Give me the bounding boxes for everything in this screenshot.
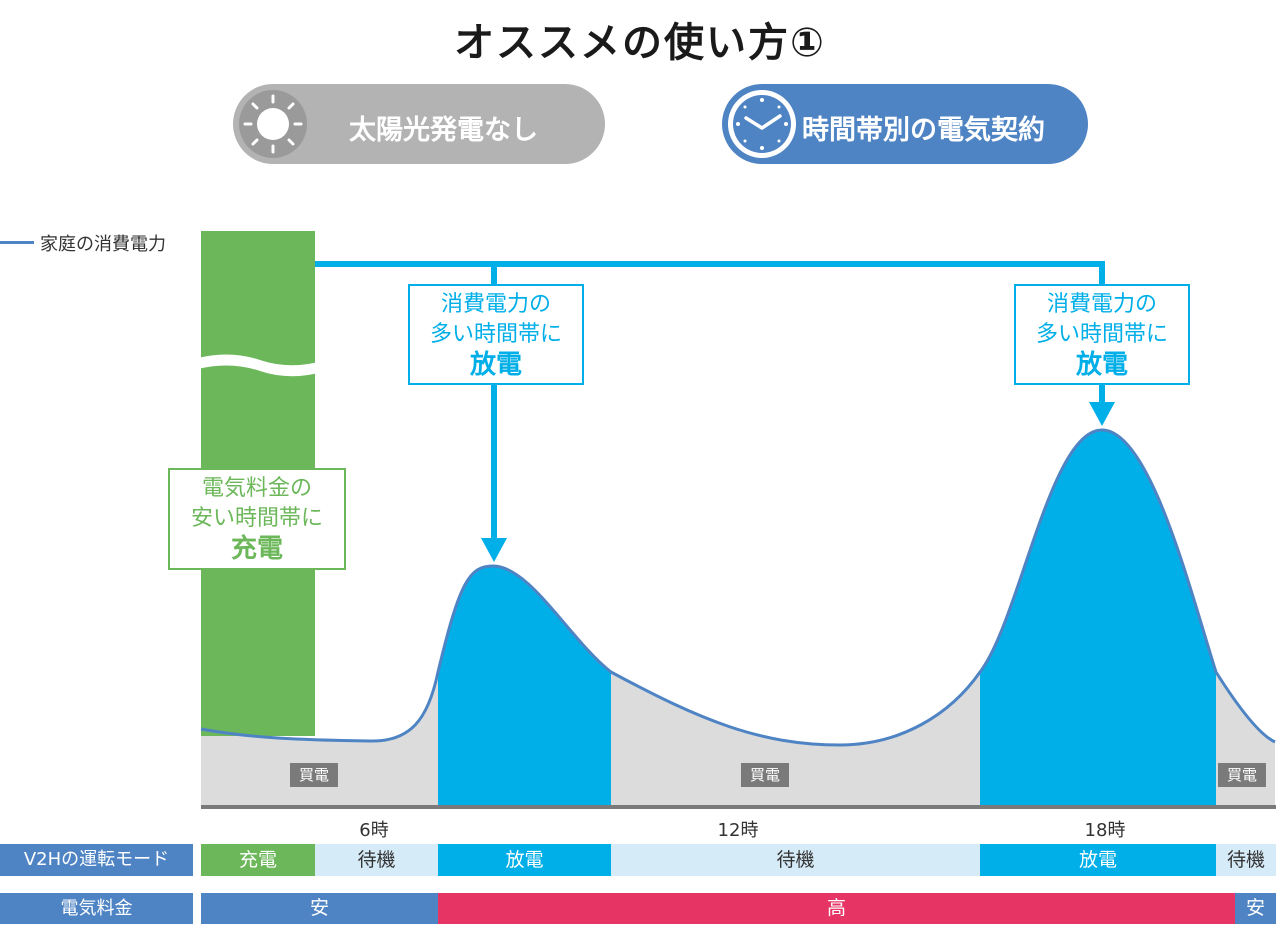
- discharge-callout-emphasis: 放電: [469, 350, 522, 380]
- tick-label-12: 12時: [717, 820, 759, 841]
- mode-segment-standby: 待機: [315, 844, 438, 876]
- price-segment-low: 安: [1235, 893, 1276, 924]
- discharge-area-evening: [980, 430, 1216, 806]
- discharge-callout-line1: 消費電力の: [1046, 292, 1157, 317]
- page-title: オススメの使い方①: [454, 20, 826, 66]
- no-solar-label: 太陽光発電なし: [349, 115, 538, 146]
- grid-purchase-area: [201, 672, 1275, 806]
- no-solar-badge: 太陽光発電なし: [233, 84, 605, 164]
- mode-row-header: V2Hの運転モード: [0, 844, 193, 876]
- legend-label: 家庭の消費電力: [40, 234, 166, 255]
- discharge-arrow-evening: [1089, 402, 1115, 426]
- mode-segment-standby: 待機: [1216, 844, 1276, 876]
- price-row-header: 電気料金: [0, 893, 193, 924]
- time-of-use-contract-label: 時間帯別の電気契約: [802, 115, 1045, 146]
- price-segment-high: 高: [438, 893, 1235, 924]
- time-of-use-contract-badge: 時間帯別の電気契約: [722, 84, 1088, 164]
- charge-callout-line2: 安い時間帯に: [190, 506, 323, 531]
- legend-line-swatch: [0, 241, 34, 244]
- discharge-callout-line2: 多い時間帯に: [1035, 322, 1168, 347]
- discharge-callout-line2: 多い時間帯に: [429, 322, 562, 347]
- discharge-callout-emphasis: 放電: [1075, 350, 1128, 380]
- discharge-connector: [315, 261, 1105, 540]
- mode-segment-charge: 充電: [201, 844, 315, 876]
- mode-segment-standby: 待機: [611, 844, 980, 876]
- discharge-area-morning: [438, 566, 611, 806]
- charge-callout-line1: 電気料金の: [201, 476, 312, 501]
- discharge-callout-line1: 消費電力の: [440, 292, 551, 317]
- grid-purchase-badge: 買電: [290, 763, 338, 787]
- grid-purchase-badge: 買電: [1218, 763, 1266, 787]
- grid-purchase-badge: 買電: [741, 763, 789, 787]
- discharge-callout-morning: 消費電力の 多い時間帯に 放電: [408, 284, 584, 385]
- price-segment-low: 安: [201, 893, 438, 924]
- mode-segment-discharge: 放電: [980, 844, 1216, 876]
- tick-label-18: 18時: [1084, 820, 1126, 841]
- demand-curve: [200, 428, 1276, 747]
- mode-segment-discharge: 放電: [438, 844, 611, 876]
- clock-icon: [728, 90, 796, 158]
- charge-callout-emphasis: 充電: [230, 534, 283, 564]
- discharge-arrow-morning: [481, 538, 507, 562]
- tick-label-6: 6時: [359, 820, 389, 841]
- axis-break-mark: [198, 354, 322, 377]
- discharge-callout-evening: 消費電力の 多い時間帯に 放電: [1014, 284, 1190, 385]
- sun-icon: [239, 90, 307, 158]
- time-axis-baseline: [201, 805, 1276, 809]
- charge-callout: 電気料金の 安い時間帯に 充電: [168, 468, 346, 570]
